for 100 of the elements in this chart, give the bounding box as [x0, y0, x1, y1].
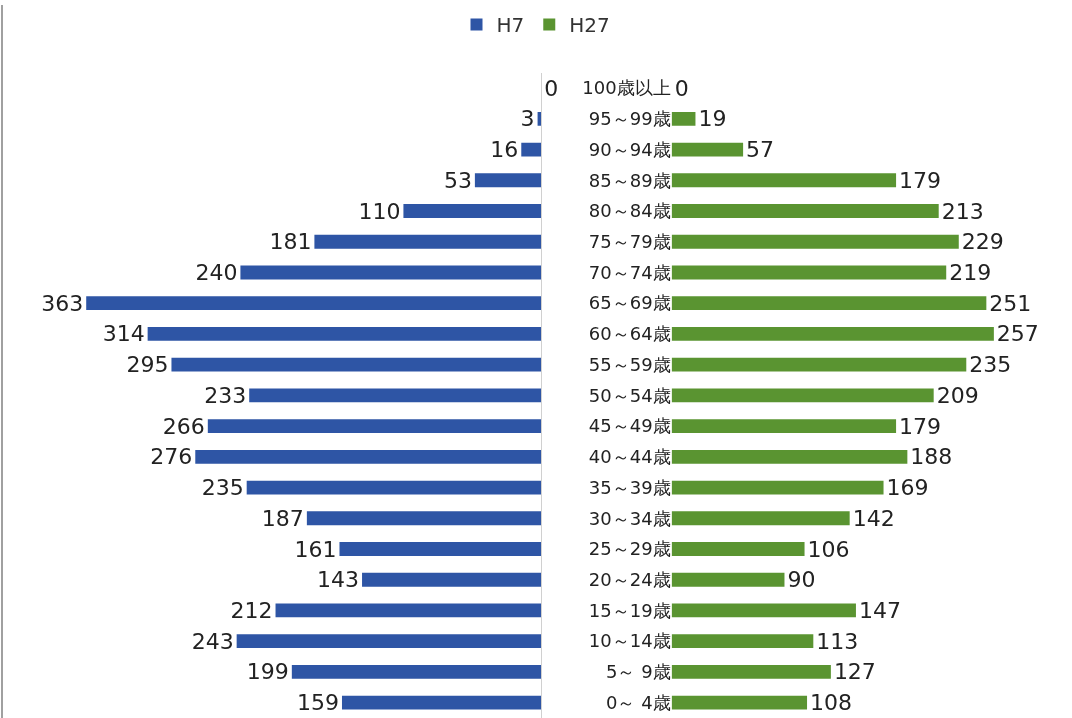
bar	[521, 142, 542, 157]
y-tick-label: 0～ 4歳	[606, 691, 671, 713]
data-label: 19	[698, 106, 727, 132]
y-tick-label: 70～74歳	[588, 261, 671, 283]
y-tick-label: 25～29歳	[588, 538, 671, 560]
bar	[671, 142, 744, 157]
bar	[275, 603, 542, 618]
bar	[671, 511, 850, 526]
bar	[147, 327, 542, 341]
data-label: 257	[996, 321, 1039, 347]
bar	[240, 265, 542, 280]
bar	[236, 634, 542, 649]
data-label: 363	[41, 290, 84, 316]
y-tick-label: 10～14歳	[588, 630, 671, 652]
data-label: 159	[296, 690, 339, 716]
y-tick-label: 75～79歳	[588, 231, 671, 253]
y-tick-label: 35～39歳	[588, 476, 671, 498]
data-label: 106	[807, 536, 850, 562]
bar	[86, 296, 542, 311]
bar	[403, 204, 542, 218]
bar	[671, 449, 908, 464]
y-tick-label: 85～89歳	[588, 169, 671, 191]
data-label: 142	[852, 505, 895, 531]
y-tick-label: 45～49歳	[588, 415, 671, 437]
data-label: 212	[230, 597, 273, 623]
bar	[171, 357, 542, 372]
data-label: 235	[969, 352, 1012, 378]
data-label: 235	[201, 475, 244, 501]
bar	[671, 327, 994, 341]
y-tick-label: 55～59歳	[588, 353, 671, 375]
bar	[671, 665, 831, 679]
bar	[362, 572, 542, 587]
y-tick-label: 95～99歳	[588, 108, 671, 130]
data-label: 110	[358, 198, 401, 224]
legend-label: H27	[569, 13, 610, 38]
bar	[249, 388, 542, 403]
bar	[341, 695, 542, 710]
y-tick-label: 40～44歳	[588, 446, 671, 468]
data-label: 266	[162, 413, 205, 439]
data-label: 179	[899, 413, 942, 439]
bar	[474, 173, 542, 188]
data-label: 127	[833, 659, 876, 685]
bar	[291, 665, 542, 679]
data-label: 251	[989, 290, 1032, 316]
data-label: 213	[941, 198, 984, 224]
bar	[671, 388, 934, 403]
bar	[671, 296, 987, 311]
bar	[671, 480, 884, 495]
data-label: 240	[195, 259, 238, 285]
data-label: 209	[936, 382, 979, 408]
y-tick-label: 30～34歳	[588, 507, 671, 529]
data-label: 243	[191, 628, 234, 654]
data-label: 188	[910, 444, 953, 470]
bar	[339, 542, 542, 556]
data-label: 3	[520, 106, 535, 132]
data-label: 0	[544, 75, 559, 101]
bar	[671, 603, 856, 618]
bar	[671, 634, 814, 649]
bar	[671, 357, 967, 372]
y-tick-label: 50～54歳	[588, 384, 671, 406]
data-label: 53	[443, 167, 472, 193]
data-label: 229	[961, 229, 1004, 255]
bar	[306, 511, 542, 526]
bar	[671, 419, 897, 434]
data-label: 181	[269, 229, 312, 255]
data-label: 169	[886, 475, 929, 501]
data-label: 0	[674, 75, 689, 101]
bar	[207, 419, 542, 434]
y-tick-label: 100歳以上	[582, 77, 671, 99]
y-tick-label: 5～ 9歳	[606, 661, 671, 683]
bar	[671, 111, 696, 126]
y-tick-label: 90～94歳	[588, 138, 671, 160]
bar	[671, 173, 897, 188]
bar	[246, 480, 542, 495]
bar	[671, 265, 947, 280]
data-label: 179	[899, 167, 942, 193]
data-label: 199	[246, 659, 289, 685]
data-label: 233	[204, 382, 247, 408]
y-tick-label: 20～24歳	[588, 569, 671, 591]
data-label: 108	[810, 690, 853, 716]
data-label: 314	[102, 321, 145, 347]
data-label: 219	[949, 259, 992, 285]
data-label: 147	[858, 597, 901, 623]
bar	[195, 449, 542, 464]
y-tick-label: 60～64歳	[588, 323, 671, 345]
data-label: 143	[317, 567, 360, 593]
data-label: 276	[150, 444, 193, 470]
bar	[671, 204, 939, 218]
data-label: 187	[261, 505, 304, 531]
legend-label: H7	[496, 13, 525, 38]
data-label: 90	[787, 567, 816, 593]
y-tick-label: 80～84歳	[588, 200, 671, 222]
data-label: 16	[490, 137, 519, 163]
bar	[671, 695, 808, 710]
y-tick-label: 65～69歳	[588, 292, 671, 314]
data-label: 161	[294, 536, 337, 562]
y-tick-label: 15～19歳	[588, 599, 671, 621]
data-label: 295	[126, 352, 169, 378]
bar	[314, 234, 542, 249]
bar	[671, 234, 959, 249]
